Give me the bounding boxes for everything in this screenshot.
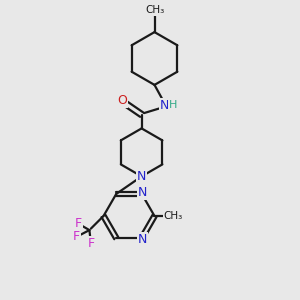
Text: CH₃: CH₃ [164,211,183,221]
Text: H: H [169,100,178,110]
Text: F: F [74,217,82,230]
Text: F: F [73,230,80,243]
Text: CH₃: CH₃ [145,5,164,16]
Text: F: F [87,237,94,250]
Text: N: N [138,186,147,199]
Text: N: N [138,233,147,246]
Text: N: N [160,99,169,112]
Text: N: N [137,170,146,183]
Text: O: O [118,94,127,107]
